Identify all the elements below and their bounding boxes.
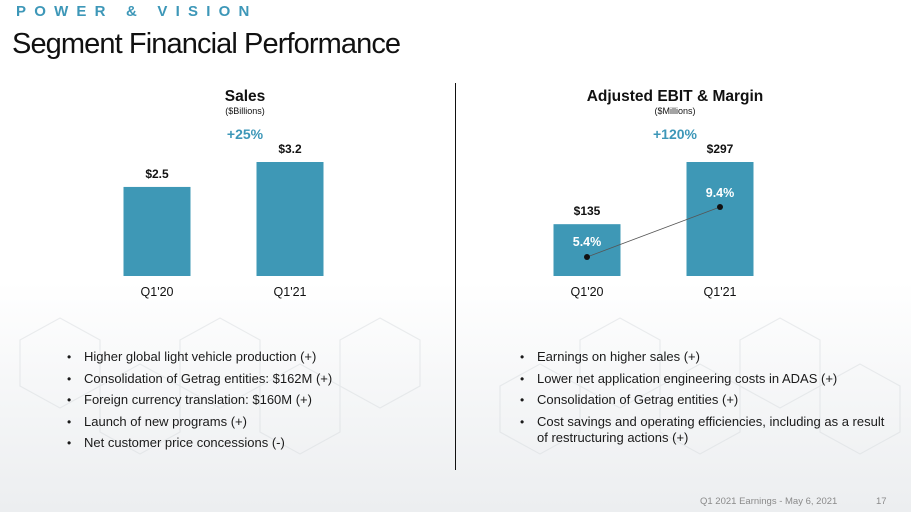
sales-driver-item: Launch of new programs (+) bbox=[65, 414, 332, 430]
margin-label: 5.4% bbox=[573, 235, 602, 249]
bar bbox=[686, 162, 754, 276]
bar bbox=[256, 162, 324, 276]
bar-value-label: $135 bbox=[574, 204, 601, 218]
margin-label: 9.4% bbox=[706, 186, 735, 200]
sales-chart: Sales($Billions) +25% $2.5 Q1'20 $3.2 Q1'21 bbox=[123, 88, 324, 299]
x-tick-label: Q1'21 bbox=[704, 285, 737, 299]
growth-label: +120% bbox=[653, 126, 698, 142]
x-tick-label: Q1'21 bbox=[274, 285, 307, 299]
sales-drivers-list: Higher global light vehicle production (… bbox=[65, 349, 332, 457]
page-title: Segment Financial Performance bbox=[12, 28, 401, 60]
bar-value-label: $297 bbox=[707, 142, 734, 156]
vertical-divider bbox=[455, 83, 456, 470]
ebit-driver-item: Lower net application engineering costs … bbox=[518, 371, 888, 387]
sales-driver-item: Higher global light vehicle production (… bbox=[65, 349, 332, 365]
ebit-driver-item: Earnings on higher sales (+) bbox=[518, 349, 888, 365]
ebit-chart: Adjusted EBIT & Margin($Millions) +120% $1… bbox=[553, 88, 764, 299]
ebit-driver-item: Cost savings and operating efficiencies,… bbox=[518, 414, 888, 446]
x-tick-label: Q1'20 bbox=[571, 285, 604, 299]
x-tick-label: Q1'20 bbox=[141, 285, 174, 299]
brand-tagline: POWER & VISION bbox=[16, 3, 258, 20]
chart-title: Sales bbox=[225, 88, 266, 105]
bar-value-label: $3.2 bbox=[278, 142, 302, 156]
bar bbox=[123, 186, 191, 276]
chart-title: Adjusted EBIT & Margin bbox=[587, 88, 764, 105]
margin-point bbox=[717, 204, 723, 210]
page-number: 17 bbox=[876, 496, 887, 507]
sales-driver-item: Foreign currency translation: $160M (+) bbox=[65, 392, 332, 408]
bar-value-label: $2.5 bbox=[145, 167, 169, 181]
margin-line bbox=[586, 206, 721, 258]
margin-point bbox=[584, 254, 590, 260]
footer-text: Q1 2021 Earnings - May 6, 2021 bbox=[700, 496, 838, 507]
bar bbox=[553, 224, 621, 276]
growth-label: +25% bbox=[227, 126, 264, 142]
ebit-drivers-list: Earnings on higher sales (+) Lower net ap… bbox=[518, 349, 888, 451]
chart-subtitle: ($Millions) bbox=[654, 106, 695, 116]
sales-driver-item: Net customer price concessions (-) bbox=[65, 435, 332, 451]
sales-driver-item: Consolidation of Getrag entities: $162M … bbox=[65, 371, 332, 387]
chart-subtitle: ($Billions) bbox=[225, 106, 265, 116]
ebit-driver-item: Consolidation of Getrag entities (+) bbox=[518, 392, 888, 408]
